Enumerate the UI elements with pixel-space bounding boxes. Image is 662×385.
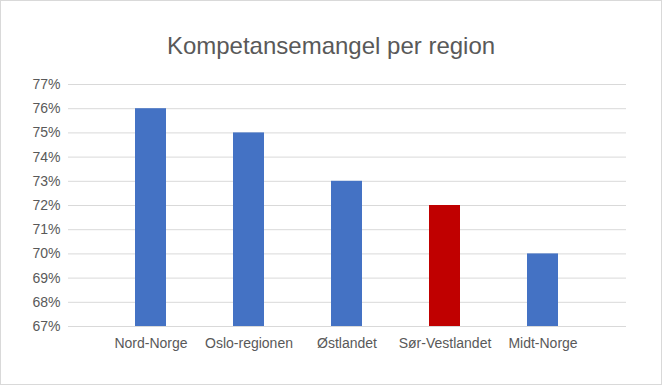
svg-text:68%: 68%	[32, 294, 60, 310]
svg-text:Midt-Norge: Midt-Norge	[508, 335, 577, 351]
html-text:Kompetansemangel per region: Kompetansemangel per region	[166, 32, 496, 59]
svg-text:Sør-Vestlandet: Sør-Vestlandet	[399, 335, 492, 351]
svg-text:70%: 70%	[32, 245, 60, 261]
svg-text:73%: 73%	[32, 173, 60, 189]
svg-text:72%: 72%	[32, 197, 60, 213]
svg-text:69%: 69%	[32, 270, 60, 286]
svg-text:76%: 76%	[32, 100, 60, 116]
svg-text:71%: 71%	[32, 221, 60, 237]
svg-text:75%: 75%	[32, 124, 60, 140]
svg-text:Nord-Norge: Nord-Norge	[114, 335, 187, 351]
svg-text:Østlandet: Østlandet	[317, 335, 377, 351]
svg-text:77%: 77%	[32, 76, 60, 92]
svg-text:Oslo-regionen: Oslo-regionen	[205, 335, 293, 351]
svg-text:67%: 67%	[32, 318, 60, 334]
svg-text:74%: 74%	[32, 149, 60, 165]
